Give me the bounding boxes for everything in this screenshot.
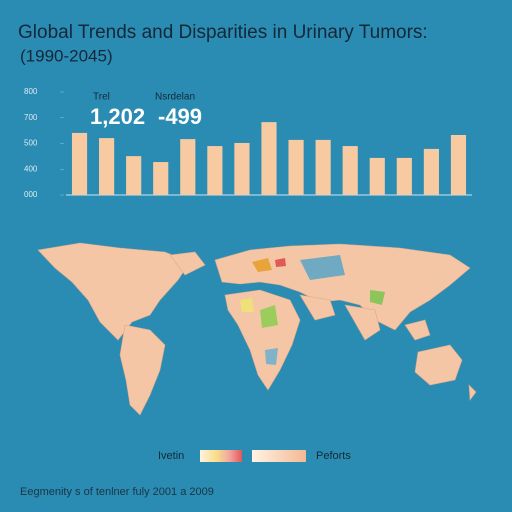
bar (180, 139, 196, 195)
bar (342, 146, 358, 195)
legend-label: Peforts (316, 450, 351, 462)
legend-swatch (200, 450, 242, 462)
annotation-value: 1,202 (90, 104, 145, 129)
bar (99, 138, 115, 195)
y-tick-label: 500 (24, 139, 38, 148)
annotation-value: -499 (158, 104, 202, 129)
bar (207, 146, 223, 195)
y-tick-label: 700 (24, 113, 38, 122)
subtitle: (1990-2045) (20, 46, 113, 65)
bar (153, 162, 169, 195)
bar (396, 157, 412, 195)
legend-swatch (252, 450, 306, 462)
bar (261, 122, 277, 195)
y-tick-label: 000 (24, 190, 38, 199)
bar (315, 139, 331, 195)
footer: Eegmenity s of tenlner fuly 2001 a 2009 (20, 486, 214, 498)
bar (71, 132, 88, 195)
y-tick-label: 800 (24, 87, 38, 96)
bar (234, 142, 250, 195)
bar (288, 139, 304, 195)
bar (423, 148, 439, 195)
bar (369, 157, 385, 195)
annotation-label: Nsrdelan (155, 92, 195, 103)
bar (126, 156, 142, 195)
map-highlights (240, 255, 385, 365)
annotation-label: Trel (93, 92, 110, 103)
title: Global Trends and Disparities in Urinary… (18, 22, 428, 43)
y-tick-label: 400 (24, 164, 38, 173)
bar (450, 135, 467, 195)
legend-label: Ivetin (158, 450, 184, 462)
